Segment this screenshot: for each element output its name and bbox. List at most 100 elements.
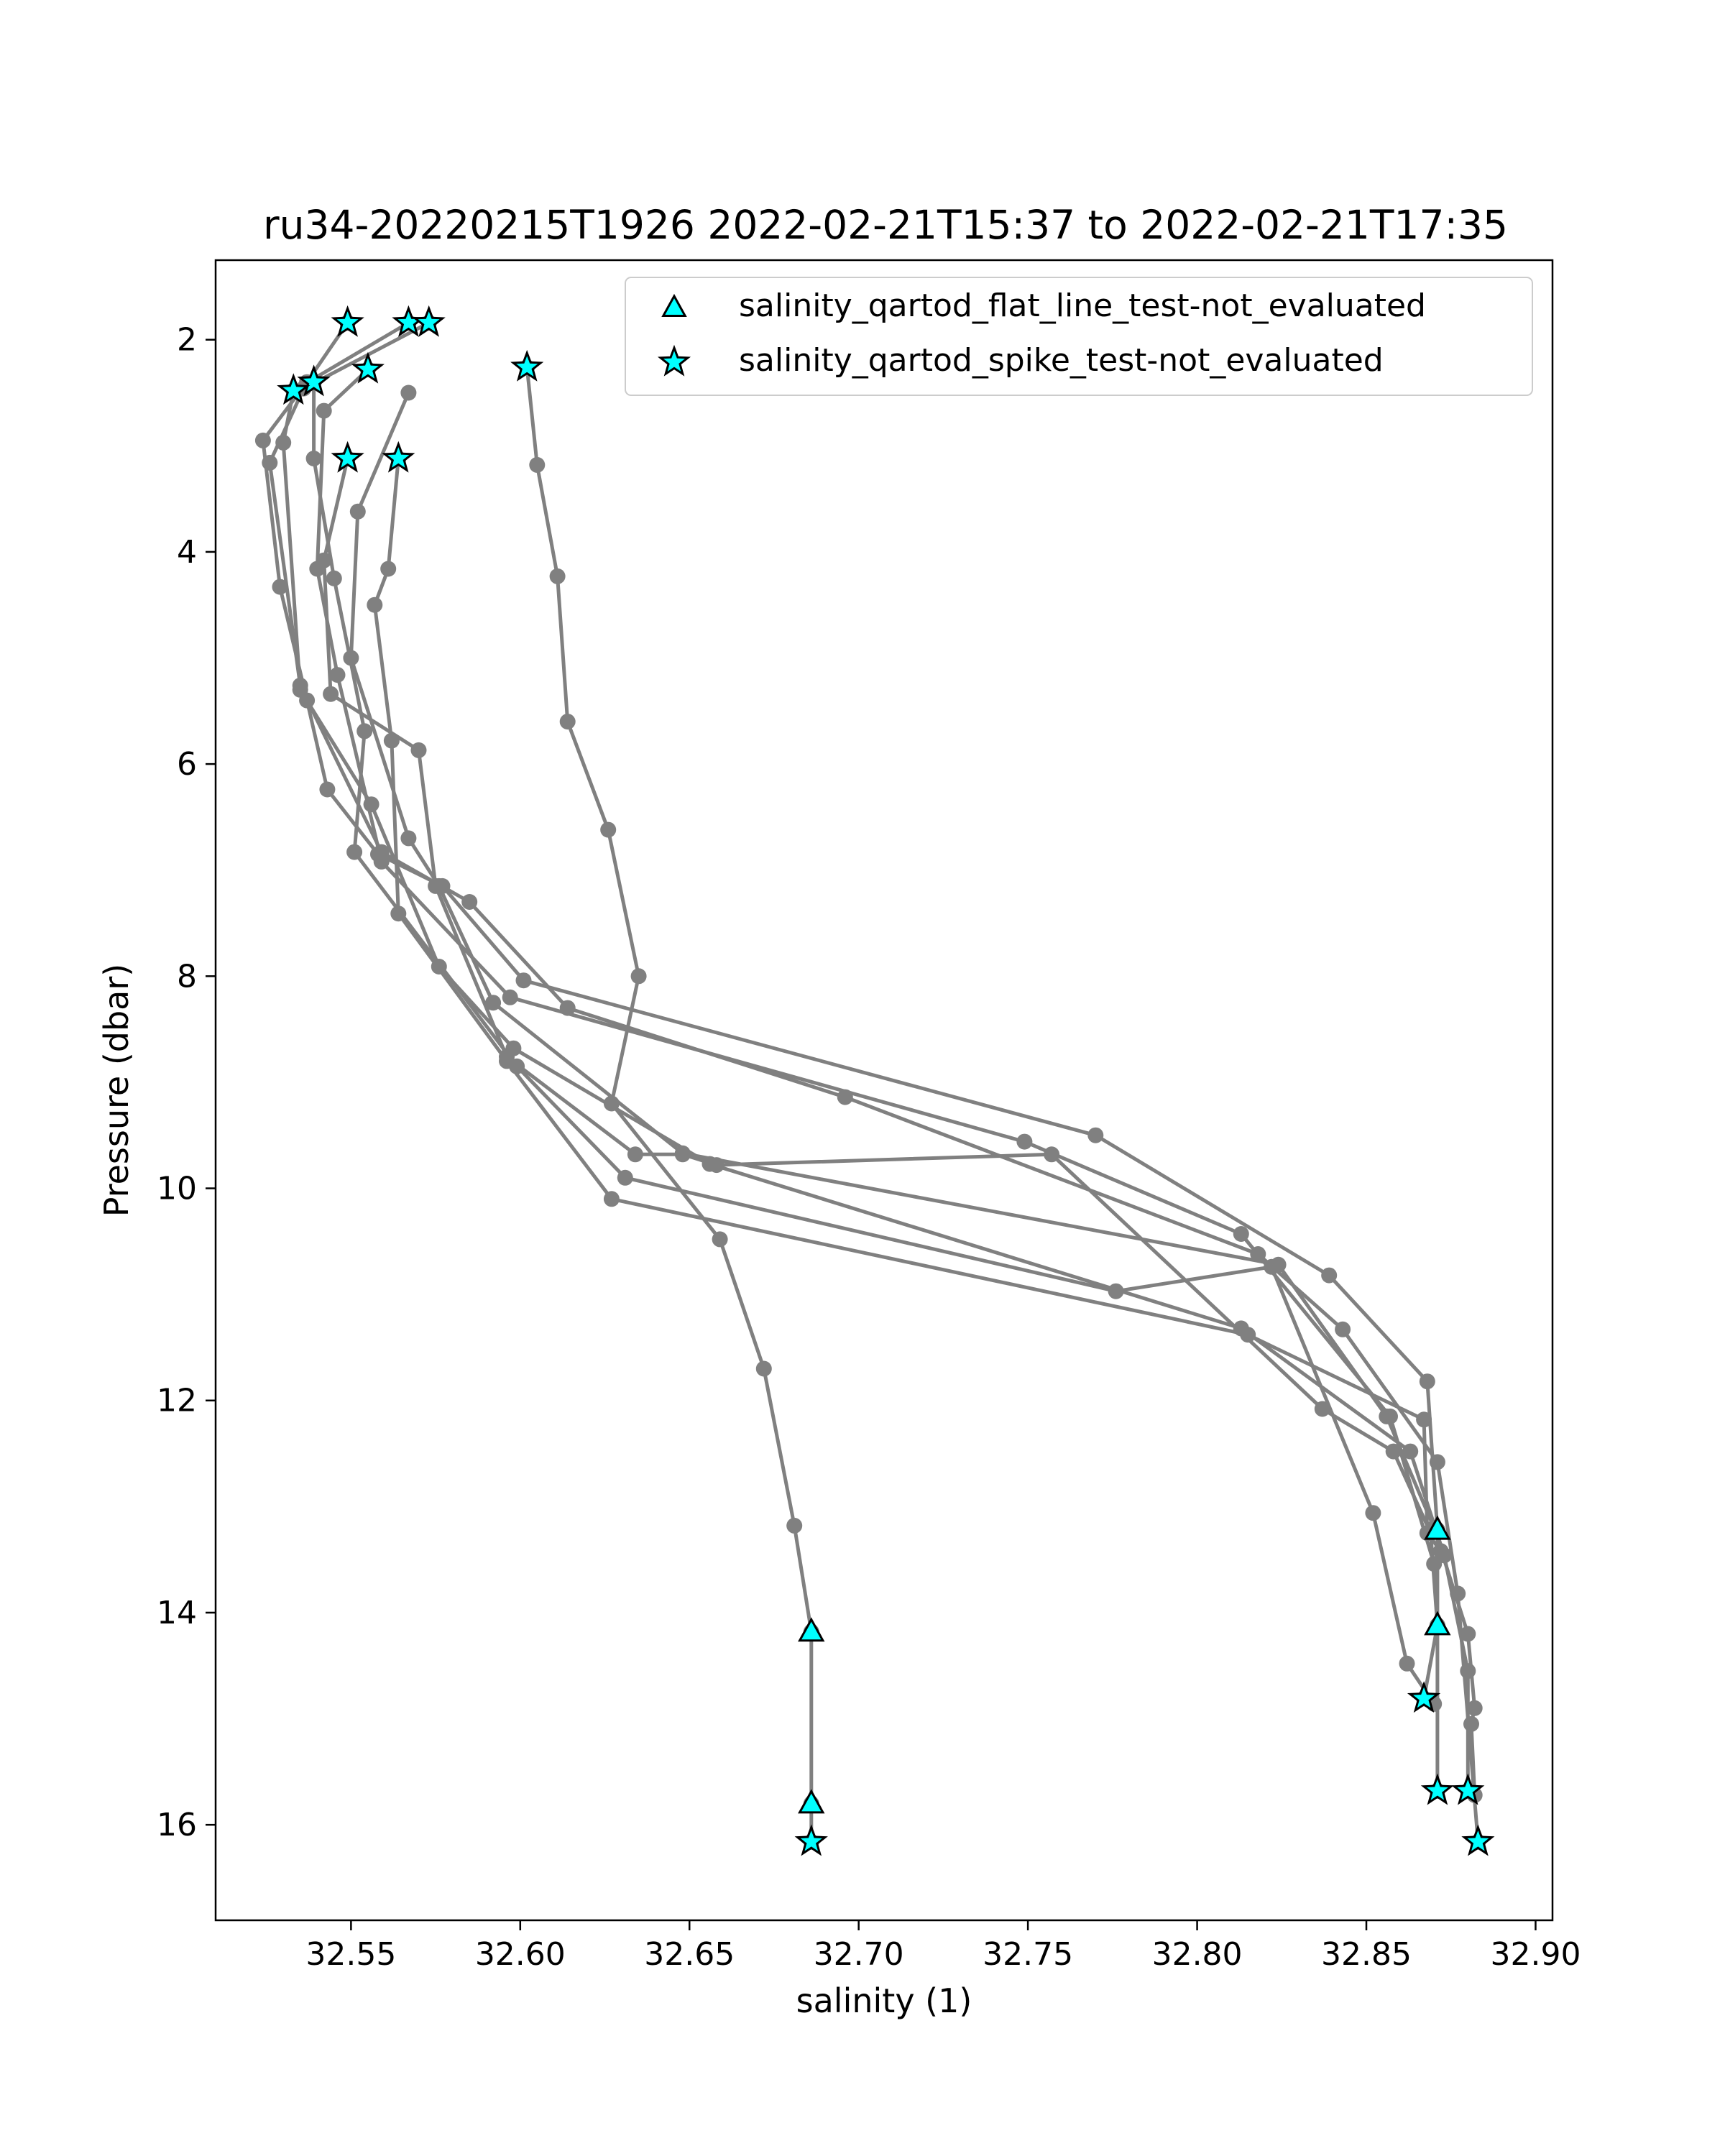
y-tick-label: 6 — [177, 746, 197, 783]
profile-point — [1432, 1543, 1449, 1560]
plot-area — [254, 305, 1495, 1856]
profile-point — [349, 503, 366, 520]
profile-point — [383, 732, 400, 749]
profile-line — [349, 392, 1477, 1795]
legend-label-flat-line: salinity_qartod_flat_line_test-not_evalu… — [739, 287, 1426, 324]
spike-marker — [510, 349, 544, 382]
legend-box — [625, 277, 1533, 396]
spike-marker — [412, 305, 446, 337]
spike-marker — [382, 441, 415, 473]
spike-marker — [1407, 1681, 1441, 1713]
x-tick-label: 32.90 — [1490, 1936, 1581, 1973]
x-tick-label: 32.55 — [305, 1936, 396, 1973]
profile-point — [603, 1095, 620, 1112]
profile-point — [1233, 1226, 1249, 1242]
profile-point — [400, 384, 417, 401]
profile-point — [515, 972, 532, 989]
spike-marker — [331, 305, 364, 337]
profile-point — [1240, 1327, 1256, 1343]
profile-point — [356, 723, 373, 740]
profile-point — [262, 454, 278, 471]
y-tick-label: 12 — [157, 1383, 197, 1419]
profile-point — [380, 561, 397, 577]
profile-point — [786, 1517, 803, 1534]
profile-point — [326, 570, 342, 586]
x-tick-label: 32.60 — [475, 1936, 566, 1973]
profile-point — [708, 1157, 724, 1174]
profile-point — [600, 821, 617, 838]
legend: salinity_qartod_flat_line_test-not_evalu… — [625, 277, 1533, 396]
spike-marker — [277, 373, 310, 405]
axes-frame — [214, 259, 1554, 1922]
spike-marker — [331, 441, 364, 473]
y-axis-ticks: 2 4 6 8 10 12 14 16 — [157, 322, 216, 1843]
profile-point — [674, 1146, 691, 1163]
profile-point — [305, 451, 322, 466]
profile-point — [1460, 1626, 1476, 1642]
y-tick-label: 16 — [157, 1807, 197, 1843]
profile-point — [559, 714, 576, 730]
profile-point — [1044, 1146, 1060, 1163]
profile-point — [1429, 1454, 1445, 1470]
y-tick-label: 14 — [157, 1595, 197, 1631]
profile-point — [1399, 1655, 1415, 1672]
x-axis-label: salinity (1) — [796, 1981, 972, 2020]
chart-title: ru34-20220215T1926 2022-02-21T15:37 to 2… — [263, 202, 1508, 248]
spike-marker — [1451, 1773, 1485, 1805]
profile-point — [1016, 1133, 1033, 1150]
profile-point — [292, 677, 308, 694]
profile-point — [1379, 1408, 1395, 1424]
y-axis-label: Pressure (dbar) — [97, 964, 136, 1217]
profile-point — [1335, 1321, 1351, 1337]
spike-marker — [297, 364, 331, 397]
profile-point — [627, 1146, 643, 1163]
profile-point — [319, 781, 336, 798]
profile-point — [373, 853, 390, 870]
profile-point — [1087, 1127, 1104, 1143]
profile-point — [549, 568, 566, 584]
legend-star-marker — [657, 344, 691, 377]
y-tick-label: 10 — [157, 1171, 197, 1207]
profile-point — [617, 1169, 633, 1186]
profile-point — [1314, 1401, 1330, 1417]
spike-marker — [1420, 1773, 1454, 1805]
x-tick-label: 32.80 — [1152, 1936, 1243, 1973]
profile-point — [400, 830, 417, 847]
profile-point — [254, 432, 271, 448]
profile-point — [1264, 1258, 1280, 1275]
profile-point — [329, 667, 346, 683]
spike-marker — [1461, 1824, 1495, 1856]
flat-line-marker — [798, 1617, 825, 1642]
profile-point — [1402, 1443, 1419, 1460]
profile-point — [1416, 1411, 1432, 1428]
profile-point — [410, 742, 427, 758]
profile-point — [367, 596, 383, 613]
profile-point — [390, 906, 407, 922]
profile-point — [316, 402, 332, 419]
x-tick-label: 32.85 — [1321, 1936, 1412, 1973]
flat-line-marker — [798, 1789, 825, 1814]
y-tick-label: 8 — [177, 958, 197, 995]
profile-point — [346, 844, 363, 860]
profile-point — [630, 968, 647, 985]
profile-point — [1365, 1505, 1381, 1521]
profile-point — [428, 877, 444, 894]
qartod-markers — [277, 305, 1495, 1856]
x-tick-label: 32.65 — [644, 1936, 735, 1973]
profile-point — [529, 456, 546, 473]
profile-point — [1419, 1373, 1435, 1390]
profile-point — [461, 894, 478, 910]
profile-point — [755, 1360, 772, 1377]
x-tick-label: 32.70 — [814, 1936, 904, 1973]
legend-label-spike: salinity_qartod_spike_test-not_evaluated — [739, 342, 1384, 379]
profile-series-8 — [367, 451, 1449, 1560]
profile-point — [1321, 1267, 1338, 1284]
profile-point — [1466, 1700, 1483, 1716]
x-axis-ticks: 32.55 32.60 32.65 32.70 32.75 32.80 32.85 32.90 — [305, 1920, 1581, 1973]
profile-point — [1463, 1715, 1479, 1732]
profile-point — [1108, 1283, 1124, 1299]
profile-point — [272, 579, 288, 595]
profile-point — [316, 552, 332, 568]
x-tick-label: 32.75 — [983, 1936, 1073, 1973]
